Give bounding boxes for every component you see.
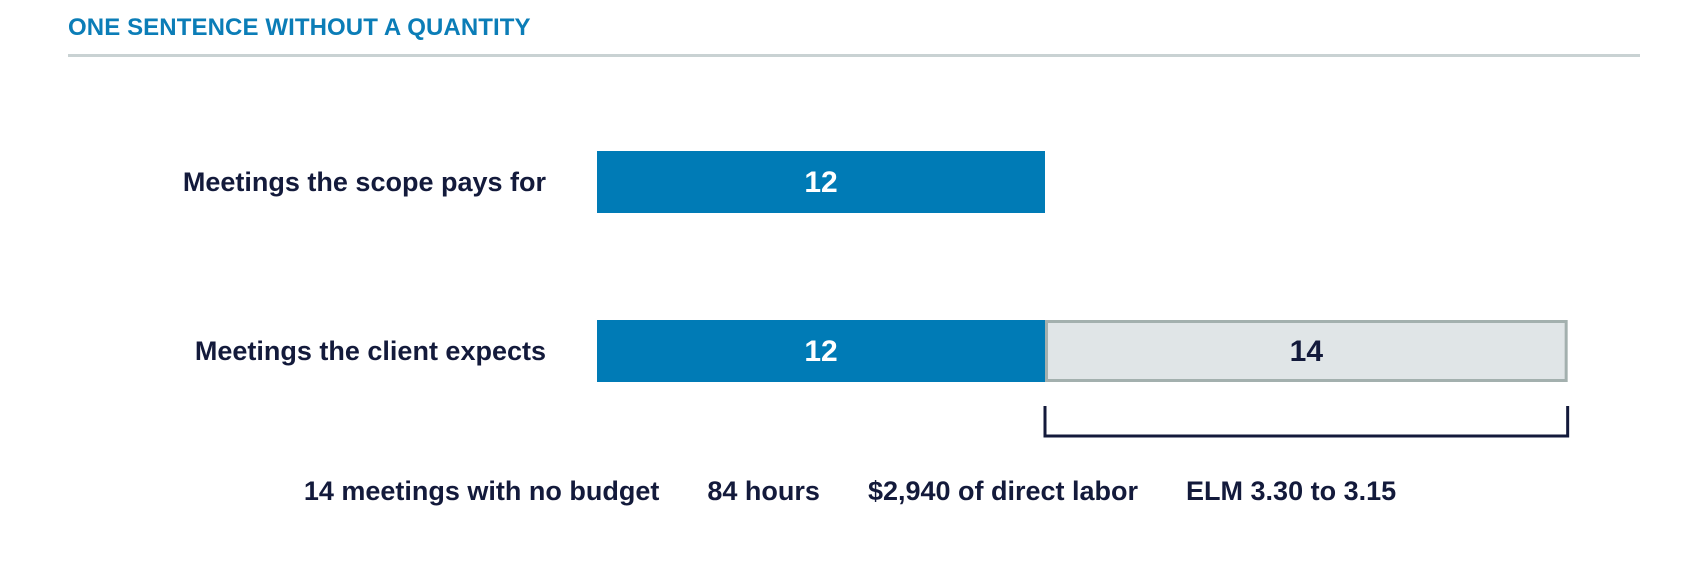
data-label-0-0: 12 [804, 166, 837, 199]
footer-meetings-no-budget: 14 meetings with no budget [303, 476, 660, 506]
bar-0-series-0 [597, 151, 1045, 213]
footer-elm-change: ELM 3.30 to 3.15 [1186, 476, 1397, 506]
category-label-1: Meetings the client expects [195, 336, 546, 366]
chart-title: ONE SENTENCE WITHOUT A QUANTITY [68, 14, 531, 41]
title-divider [68, 54, 1640, 57]
gap-bracket [1043, 406, 1570, 438]
category-label-0: Meetings the scope pays for [183, 167, 547, 197]
stacked-bar-chart: Meetings the scope pays for 12 Meetings th… [183, 151, 1570, 438]
data-label-1-0: 12 [804, 335, 837, 368]
bar-1-series-0 [597, 320, 1045, 382]
bar-1-series-1 [1045, 320, 1568, 382]
footer-hours: 84 hours [707, 476, 820, 506]
data-label-1-1: 14 [1290, 335, 1324, 368]
footer-direct-labor: $2,940 of direct labor [867, 476, 1139, 506]
summary-footer: 14 meetings with no budget 84 hours $2,9… [0, 476, 1700, 512]
